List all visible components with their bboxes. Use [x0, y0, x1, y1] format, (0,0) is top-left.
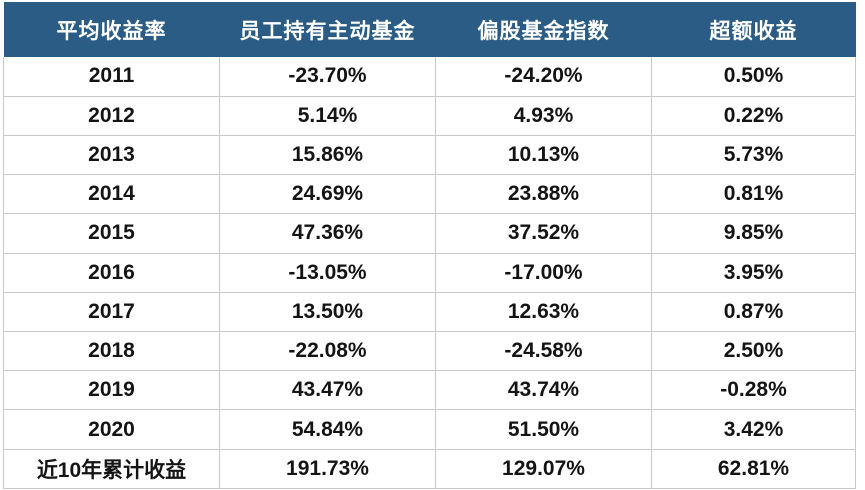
- excess-return-cell: 62.81%: [651, 449, 856, 490]
- cumulative-label-cell: 近10年累计收益: [3, 449, 220, 490]
- returns-table: 平均收益率 员工持有主动基金 偏股基金指数 超额收益 2011 -23.70% …: [3, 2, 856, 490]
- fund-return-cell: 13.50%: [219, 292, 436, 333]
- excess-return-cell: 5.73%: [651, 135, 856, 176]
- table-row-2020: 2020 54.84% 51.50% 3.42%: [3, 409, 856, 450]
- excess-return-cell: 0.81%: [651, 174, 856, 215]
- year-cell: 2020: [3, 409, 220, 450]
- index-return-cell: -24.20%: [435, 57, 652, 97]
- fund-return-cell: 43.47%: [219, 370, 436, 411]
- year-cell: 2016: [3, 253, 220, 293]
- year-cell: 2018: [3, 331, 220, 372]
- table-row-2013: 2013 15.86% 10.13% 5.73%: [3, 135, 856, 176]
- returns-table-container: 平均收益率 员工持有主动基金 偏股基金指数 超额收益 2011 -23.70% …: [3, 2, 856, 490]
- index-return-cell: 37.52%: [435, 213, 652, 254]
- year-cell: 2019: [3, 370, 220, 411]
- table-row-2012: 2012 5.14% 4.93% 0.22%: [3, 96, 856, 136]
- excess-return-cell: 0.87%: [651, 292, 856, 333]
- index-return-cell: 51.50%: [435, 409, 652, 450]
- fund-return-cell: -23.70%: [219, 57, 436, 97]
- excess-return-cell: 3.95%: [651, 253, 856, 293]
- year-cell: 2015: [3, 213, 220, 254]
- table-row-2015: 2015 47.36% 37.52% 9.85%: [3, 213, 856, 254]
- index-return-cell: 10.13%: [435, 135, 652, 176]
- index-return-cell: 129.07%: [435, 449, 652, 490]
- year-cell: 2014: [3, 174, 220, 215]
- year-cell: 2013: [3, 135, 220, 176]
- fund-return-cell: 54.84%: [219, 409, 436, 450]
- table-row-2019: 2019 43.47% 43.74% -0.28%: [3, 370, 856, 411]
- col-header-equity-fund-index: 偏股基金指数: [435, 2, 652, 57]
- index-return-cell: 4.93%: [435, 96, 652, 136]
- year-cell: 2011: [3, 57, 220, 97]
- col-header-average-return: 平均收益率: [3, 2, 220, 57]
- table-row-2016: 2016 -13.05% -17.00% 3.95%: [3, 253, 856, 293]
- index-return-cell: 12.63%: [435, 292, 652, 333]
- year-cell: 2012: [3, 96, 220, 136]
- index-return-cell: 43.74%: [435, 370, 652, 411]
- index-return-cell: -24.58%: [435, 331, 652, 372]
- excess-return-cell: -0.28%: [651, 370, 856, 411]
- fund-return-cell: 15.86%: [219, 135, 436, 176]
- index-return-cell: -17.00%: [435, 253, 652, 293]
- fund-return-cell: 24.69%: [219, 174, 436, 215]
- fund-return-cell: 47.36%: [219, 213, 436, 254]
- excess-return-cell: 0.22%: [651, 96, 856, 136]
- fund-return-cell: 5.14%: [219, 96, 436, 136]
- fund-return-cell: -13.05%: [219, 253, 436, 293]
- table-row-2018: 2018 -22.08% -24.58% 2.50%: [3, 331, 856, 372]
- excess-return-cell: 2.50%: [651, 331, 856, 372]
- table-row-2011: 2011 -23.70% -24.20% 0.50%: [3, 57, 856, 97]
- table-row-cumulative-10yr: 近10年累计收益 191.73% 129.07% 62.81%: [3, 449, 856, 490]
- table-row-2014: 2014 24.69% 23.88% 0.81%: [3, 174, 856, 215]
- fund-return-cell: 191.73%: [219, 449, 436, 490]
- excess-return-cell: 9.85%: [651, 213, 856, 254]
- table-row-2017: 2017 13.50% 12.63% 0.87%: [3, 292, 856, 333]
- header-row: 平均收益率 员工持有主动基金 偏股基金指数 超额收益: [3, 2, 856, 57]
- year-cell: 2017: [3, 292, 220, 333]
- col-header-employee-held-active-fund: 员工持有主动基金: [219, 2, 436, 57]
- index-return-cell: 23.88%: [435, 174, 652, 215]
- fund-return-cell: -22.08%: [219, 331, 436, 372]
- excess-return-cell: 0.50%: [651, 57, 856, 97]
- col-header-excess-return: 超额收益: [651, 2, 856, 57]
- excess-return-cell: 3.42%: [651, 409, 856, 450]
